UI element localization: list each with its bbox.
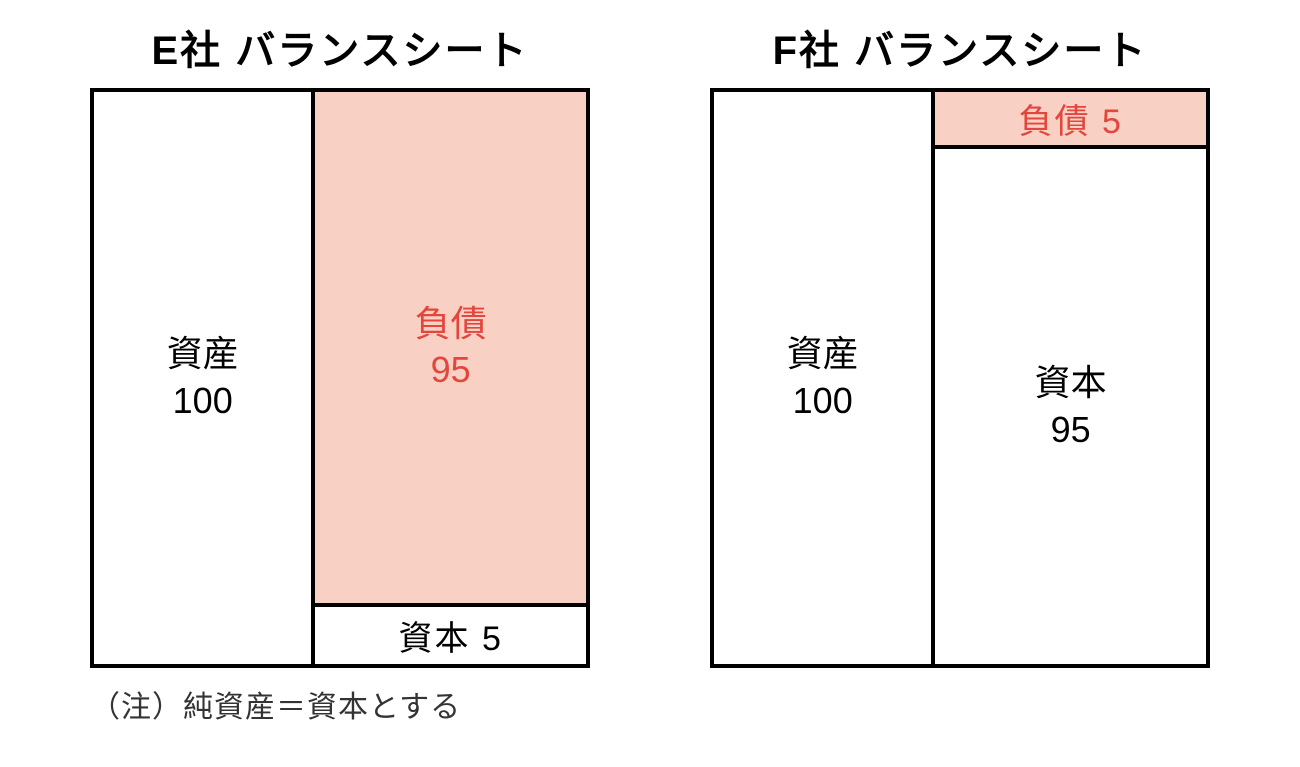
balance-sheet-f: F社 バランスシート 資産 100 負債 5 資本 95 [710,18,1210,668]
sheet-title: E社 バランスシート [90,18,590,76]
sheet-box: 資産 100 負債 95 資本 5 [90,88,590,668]
assets-column: 資産 100 [714,92,935,664]
assets-cell: 資産 100 [94,92,311,664]
liabilities-cell: 負債 5 [935,92,1206,149]
equity-cell: 資本 5 [315,607,586,664]
equity-label: 資本 5 [399,611,503,660]
sheet-title: F社 バランスシート [710,18,1210,76]
equity-value: 95 [1051,407,1091,454]
assets-label: 資産 [787,331,859,378]
footnote: （注）純資産＝資本とする [90,682,1300,726]
liabilities-equity-column: 負債 5 資本 95 [935,92,1206,664]
assets-column: 資産 100 [94,92,315,664]
assets-value: 100 [173,378,233,425]
liabilities-label: 負債 5 [1019,94,1123,143]
liabilities-label: 負債 [415,301,487,348]
liabilities-cell: 負債 95 [315,92,586,607]
liabilities-equity-column: 負債 95 資本 5 [315,92,586,664]
assets-value: 100 [793,378,853,425]
diagram-wrap: E社 バランスシート 資産 100 負債 95 資本 5 F社 バランスシート [0,0,1300,668]
equity-label: 資本 [1035,360,1107,407]
sheet-box: 資産 100 負債 5 資本 95 [710,88,1210,668]
equity-cell: 資本 95 [935,149,1206,664]
assets-cell: 資産 100 [714,92,931,664]
liabilities-value: 95 [431,347,471,394]
balance-sheet-e: E社 バランスシート 資産 100 負債 95 資本 5 [90,18,590,668]
assets-label: 資産 [167,331,239,378]
